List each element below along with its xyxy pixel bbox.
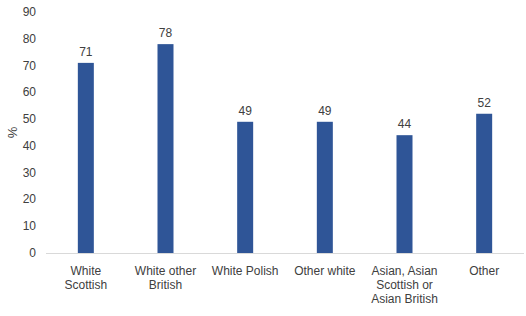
- bar: [317, 122, 333, 253]
- chart: 0 10 20 30 40 50 60 70 80 90% 71 78 49 49 44 52 WhiteSco…: [0, 0, 526, 316]
- x-tick-label: Other: [469, 264, 499, 278]
- x-tick-label: Other white: [294, 264, 356, 278]
- y-axis-label: %: [5, 126, 20, 138]
- data-label: 49: [318, 104, 332, 118]
- bar: [476, 114, 492, 253]
- data-label: 78: [159, 26, 173, 40]
- y-tick-label: 30: [23, 166, 37, 180]
- data-label: 71: [79, 45, 93, 59]
- bars: [78, 44, 492, 253]
- x-tick-label: White otherBritish: [135, 264, 196, 292]
- x-tick-label: White Polish: [212, 264, 279, 278]
- data-label: 52: [477, 96, 491, 110]
- y-tick-label: 10: [23, 219, 37, 233]
- y-tick-label: 90: [23, 5, 37, 19]
- y-tick-label: 20: [23, 192, 37, 206]
- y-tick-label: 80: [23, 32, 37, 46]
- bar: [397, 135, 413, 253]
- y-tick-label: 60: [23, 85, 37, 99]
- data-label: 49: [238, 104, 252, 118]
- y-tick-label: 40: [23, 139, 37, 153]
- bar: [78, 63, 94, 253]
- bar: [237, 122, 253, 253]
- y-tick-label: 0: [29, 246, 36, 260]
- y-tick-label: 70: [23, 59, 37, 73]
- bar: [158, 44, 174, 253]
- x-tick-label: Asian, AsianScottish orAsian British: [371, 264, 438, 306]
- data-label: 44: [398, 117, 412, 131]
- y-tick-label: 50: [23, 112, 37, 126]
- x-tick-label: WhiteScottish: [64, 264, 107, 292]
- x-axis-line: [46, 253, 524, 254]
